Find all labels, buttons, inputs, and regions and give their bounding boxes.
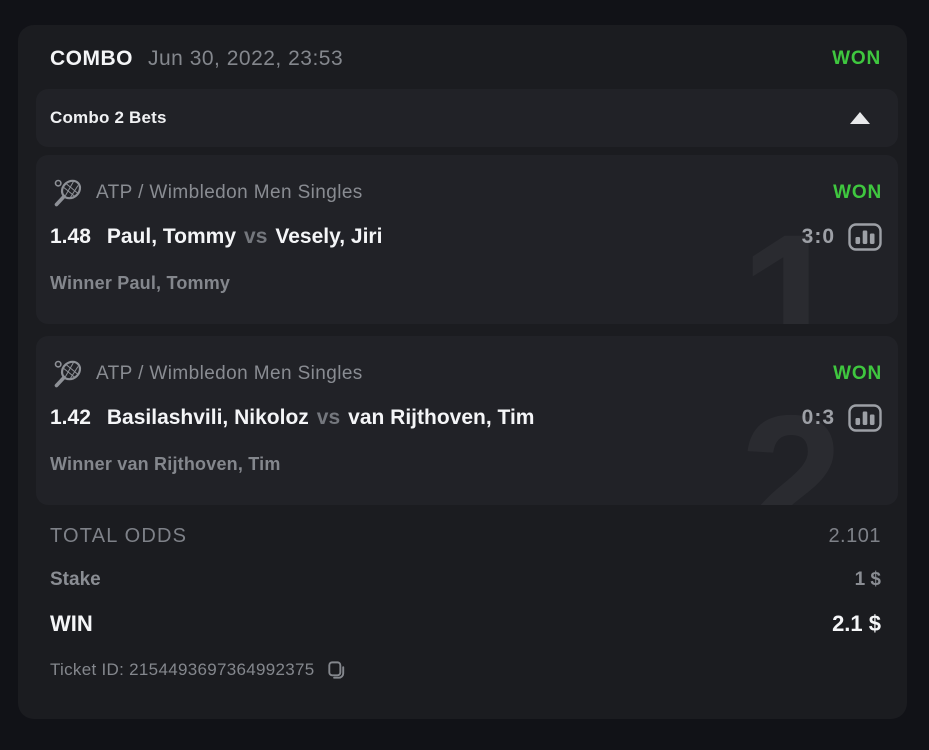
vs-separator: vs xyxy=(244,225,268,248)
bet-item-2: 2 ATP / Wimbledon Men Singles WON 1.42 B… xyxy=(36,336,898,505)
home-player: Basilashvili, Nikoloz xyxy=(106,406,309,429)
vs-separator: vs xyxy=(316,406,341,429)
away-player: Vesely, Jiri xyxy=(275,225,383,248)
away-player: van Rijthoven, Tim xyxy=(348,406,535,429)
stake-value: 1 $ xyxy=(854,569,881,590)
league-name: ATP / Wimbledon Men Singles xyxy=(96,363,363,384)
ticket-id-row: Ticket ID: 2154493697364992375 xyxy=(18,657,907,683)
bet-ticket-card: COMBO Jun 30, 2022, 23:53 WON Combo 2 Be… xyxy=(18,25,907,719)
ticket-date: Jun 30, 2022, 23:53 xyxy=(148,47,344,70)
ticket-status-badge: WON xyxy=(832,48,881,69)
total-odds-row: TOTAL ODDS 2.101 xyxy=(18,523,907,549)
bet-status-badge: WON xyxy=(833,363,882,384)
ticket-id: Ticket ID: 2154493697364992375 xyxy=(50,660,315,679)
stake-row: Stake 1 $ xyxy=(18,567,907,593)
home-player: Paul, Tommy xyxy=(106,225,237,248)
bet-selection: Winner Paul, Tommy xyxy=(50,273,231,293)
win-value: 2.1 $ xyxy=(832,611,881,636)
bet-odds: 1.48 xyxy=(50,225,91,248)
stats-icon[interactable] xyxy=(848,404,882,432)
combo-bets-toggle[interactable]: Combo 2 Bets xyxy=(36,89,898,147)
bet-item-1: 1 ATP / Wimbledon Men Singles WON 1.48 P… xyxy=(36,155,898,324)
ticket-header: COMBO Jun 30, 2022, 23:53 WON xyxy=(18,25,907,87)
tennis-racket-icon xyxy=(50,177,84,209)
match-score: 3:0 xyxy=(801,225,835,248)
copy-icon[interactable] xyxy=(325,659,348,682)
bet-odds: 1.42 xyxy=(50,406,91,429)
league-name: ATP / Wimbledon Men Singles xyxy=(96,182,363,203)
match-score: 0:3 xyxy=(801,406,835,429)
bet-type-label: COMBO xyxy=(50,47,133,70)
tennis-racket-icon xyxy=(50,358,84,390)
win-row: WIN 2.1 $ xyxy=(18,609,907,639)
win-label: WIN xyxy=(50,611,93,636)
stake-label: Stake xyxy=(50,569,101,590)
stats-icon[interactable] xyxy=(848,223,882,251)
triangle-up-icon[interactable] xyxy=(850,112,870,124)
total-odds-value: 2.101 xyxy=(828,524,881,547)
bet-status-badge: WON xyxy=(833,182,882,203)
total-odds-label: TOTAL ODDS xyxy=(50,524,188,547)
bet-selection: Winner van Rijthoven, Tim xyxy=(50,454,281,474)
combo-bets-label: Combo 2 Bets xyxy=(50,108,167,127)
